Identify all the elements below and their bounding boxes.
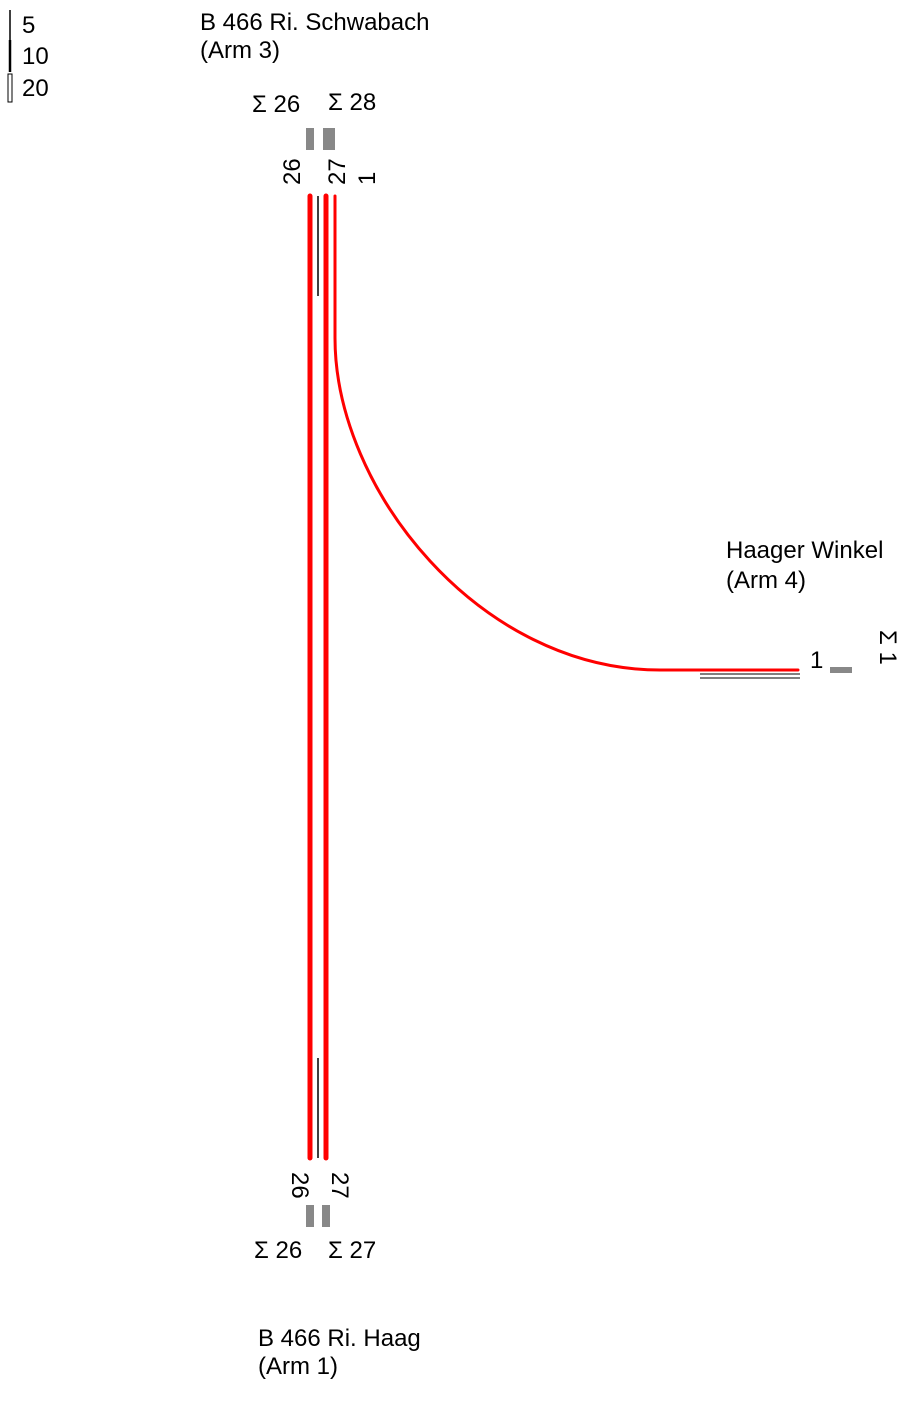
- arm1-lane-labels: 26 27: [286, 1172, 353, 1199]
- arm3-sum-in-bar: [306, 128, 314, 150]
- arm1-sum-out-bar: [322, 1205, 330, 1227]
- arm3-lane-26: 26: [279, 158, 306, 185]
- arm3-sum-out-bar: [323, 128, 335, 150]
- arm4-lane-1: 1: [810, 647, 823, 674]
- arm3-lane-1: 1: [354, 172, 381, 185]
- arm3-name: B 466 Ri. Schwabach: [200, 9, 429, 36]
- arm1-lane-27: 27: [326, 1172, 353, 1199]
- arm1-title: B 466 Ri. Haag (Arm 1): [258, 1325, 421, 1380]
- arm4-title: Haager Winkel (Arm 4): [726, 537, 883, 594]
- flow-paths: [307, 193, 800, 1161]
- arm1-lane-26: 26: [286, 1172, 313, 1199]
- legend: 5 10 20: [7, 10, 49, 103]
- arm4-sum: Σ 1: [874, 630, 901, 665]
- legend-label-5: 5: [22, 12, 35, 39]
- arm3-title: B 466 Ri. Schwabach (Arm 3): [200, 9, 429, 64]
- arm3-number: (Arm 3): [200, 37, 280, 64]
- arm4-sum-bar: [830, 667, 852, 673]
- arm4-summary: 1 Σ 1: [810, 630, 901, 674]
- legend-label-20: 20: [22, 75, 49, 102]
- arm4-number: (Arm 4): [726, 567, 806, 594]
- arm3-sum-in: Σ 26: [252, 91, 300, 118]
- arm3-summary: Σ 26 Σ 28: [252, 89, 376, 150]
- arm1-sum-out: Σ 27: [328, 1237, 376, 1264]
- arm4-name: Haager Winkel: [726, 537, 883, 564]
- arm1-sum-in: Σ 26: [254, 1237, 302, 1264]
- legend-bar-20: [7, 73, 13, 103]
- arm3-lane-27: 27: [324, 158, 351, 185]
- arm1-summary: Σ 26 Σ 27: [254, 1205, 376, 1264]
- arm1-name: B 466 Ri. Haag: [258, 1325, 421, 1352]
- arm3-sum-out: Σ 28: [328, 89, 376, 116]
- arm3-lane-labels: 26 27 1: [279, 158, 381, 185]
- flow-arm3-to-arm4: [333, 194, 800, 672]
- arm1-sum-in-bar: [306, 1205, 314, 1227]
- legend-label-10: 10: [22, 43, 49, 70]
- reference-lines: [317, 196, 800, 1158]
- arm1-number: (Arm 1): [258, 1353, 338, 1380]
